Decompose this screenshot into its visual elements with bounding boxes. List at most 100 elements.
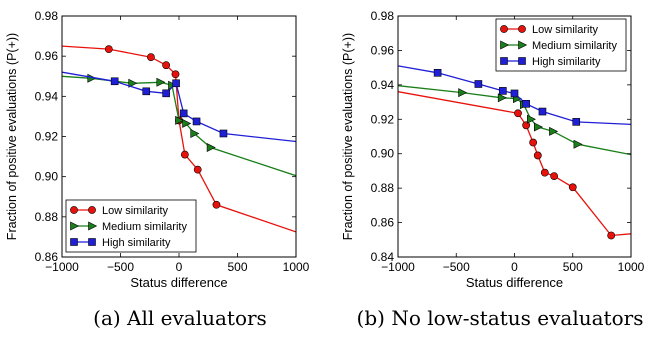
data-point [550,172,559,180]
legend-item: Medium similarity [70,221,187,233]
legend-item: High similarity [500,56,601,68]
x-axis-label: Status difference [466,275,563,290]
legend-item: Medium similarity [500,40,617,52]
y-tick-label: 0.92 [371,112,395,126]
series-line [62,45,296,233]
data-point [171,70,180,79]
x-tick-label: 1000 [618,260,645,274]
x-tick-label: 0 [511,260,518,274]
legend-marker [88,206,96,214]
x-tick-label: 500 [227,260,247,274]
data-point [162,89,170,98]
data-point [497,93,507,103]
data-point [104,45,113,54]
data-point [182,118,192,128]
data-point [147,53,155,62]
data-point [219,129,228,138]
legend: Low similarity Medium similarity High simi… [65,199,197,253]
data-point [458,88,468,98]
data-point [572,118,581,126]
chart-no-low-status-evaluators: −1000 −500 0 500 1000 0.84 0.86 0.88 0.90 0.92 0.9… [341,9,645,290]
chart-all-evaluators: −1000 −500 0 500 1000 0.86 0.88 0.90 0.92 0.94 0.9… [5,9,310,290]
y-axis-label: Fraction of positive evaluations (P(+)) [5,33,19,240]
legend-label: Low similarity [532,24,599,36]
legend-marker [70,238,78,246]
data-point [533,122,543,132]
legend-label: High similarity [532,56,601,68]
data-point [533,151,542,160]
y-axis-label: Fraction of positive evaluations (P(+)) [341,33,355,240]
data-point [175,115,185,125]
y-tick-label: 0.90 [35,170,59,184]
y-tick-label: 0.94 [35,89,59,103]
caption-no-low-status-evaluators: (b) No low-status evaluators [356,306,644,330]
legend-marker [88,238,96,246]
x-tick-label: −1000 [381,260,415,274]
data-point [110,77,119,86]
x-tick-label: −1000 [45,260,79,274]
legend-item: Low similarity [500,24,599,36]
data-point [193,165,202,174]
series-medium-similarity [62,73,296,177]
data-point [549,126,559,136]
y-tick-label: 0.92 [35,130,59,144]
legend-marker [500,25,508,33]
data-point [568,183,577,192]
legend-marker [500,57,508,65]
data-point [87,73,97,83]
y-tick-label: 0.96 [371,43,395,57]
data-point [499,87,507,95]
series-line [62,75,296,177]
legend-marker [518,57,526,65]
data-point [128,78,138,88]
y-tick-label: 0.96 [35,49,59,63]
data-point [192,117,201,126]
series-line [398,91,631,237]
x-tick-label: 500 [563,260,583,274]
y-tick-label: 0.98 [35,9,59,23]
legend-marker [70,206,78,214]
data-point [142,87,151,96]
data-point [514,109,522,118]
x-tick-label: 1000 [283,260,310,274]
y-tick-label: 0.86 [371,216,395,230]
data-point [538,107,547,116]
series-high-similarity [62,71,296,143]
data-point [190,129,200,138]
data-point [529,138,538,147]
data-point [607,231,616,240]
legend-marker [70,221,80,231]
data-point [573,139,583,149]
series-line [398,85,631,156]
legend-marker [88,221,98,231]
series-high-similarity [398,65,631,126]
legend: Low similarity Medium similarity High simi… [495,18,627,72]
x-tick-label: −500 [107,260,134,274]
data-point [510,89,519,98]
figure: −1000 −500 0 500 1000 0.86 0.88 0.90 0.92 0.94 0.9… [5,9,645,290]
legend-marker [518,25,526,33]
y-tick-label: 0.86 [35,250,59,264]
legend-marker [518,40,528,50]
legend-item: Low similarity [70,205,169,217]
data-point [212,200,221,209]
data-point [540,168,549,177]
y-tick-label: 0.88 [35,210,59,224]
data-point [433,69,442,77]
data-point [474,80,483,88]
data-point [180,150,189,159]
legend-label: High similarity [102,237,171,249]
y-tick-label: 0.94 [371,78,395,92]
caption-all-evaluators: (a) All evaluators [93,306,267,330]
y-tick-label: 0.90 [371,147,395,161]
y-tick-label: 0.84 [371,250,395,264]
x-tick-label: 0 [176,260,183,274]
data-point [206,143,216,153]
legend-label: Low similarity [102,205,169,217]
data-point [156,77,166,87]
data-point [522,121,531,130]
legend-item: High similarity [70,237,171,249]
y-tick-label: 0.98 [371,9,395,23]
legend-label: Medium similarity [102,221,187,233]
data-point [162,61,171,70]
